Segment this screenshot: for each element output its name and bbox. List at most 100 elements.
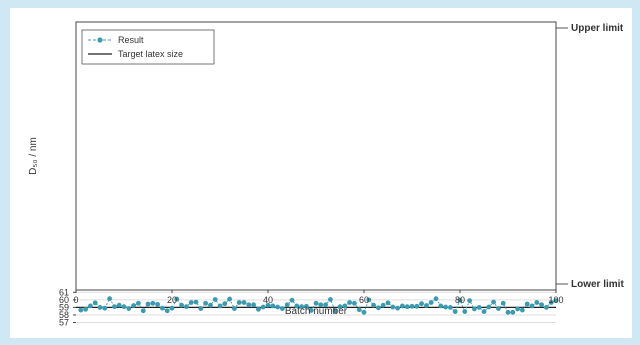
result-point — [481, 309, 487, 314]
legend-target-label: Target latex size — [118, 49, 183, 59]
result-point — [198, 306, 204, 311]
result-point — [260, 304, 266, 310]
result-point — [342, 303, 348, 309]
result-point — [323, 302, 328, 308]
result-point — [203, 300, 209, 306]
x-tick-label: 80 — [455, 295, 465, 305]
result-point — [284, 302, 290, 308]
y-tick-label: 61 — [59, 287, 69, 297]
result-point — [553, 298, 559, 303]
result-point — [280, 306, 285, 311]
upper-limit-label: Upper limit — [571, 23, 624, 34]
result-point — [534, 300, 540, 305]
result-point — [352, 300, 357, 306]
x-tick-label: 60 — [359, 295, 369, 305]
result-point — [376, 305, 381, 311]
result-point — [131, 303, 137, 308]
y-axis-title: D₅₀ / nm — [28, 137, 39, 175]
result-point — [544, 305, 549, 310]
result-point — [227, 296, 233, 302]
result-point — [313, 300, 319, 306]
result-point — [145, 301, 151, 307]
result-point — [361, 309, 367, 315]
result-point — [366, 297, 372, 303]
x-axis-title: Batch number — [285, 306, 348, 317]
result-point — [443, 304, 448, 310]
result-point — [524, 301, 530, 307]
result-point — [246, 302, 252, 308]
result-point — [548, 300, 554, 305]
result-point — [150, 300, 156, 306]
result-point — [304, 303, 309, 309]
result-point — [294, 303, 300, 309]
result-point — [241, 300, 247, 305]
legend-result-label: Result — [118, 35, 144, 45]
result-point — [212, 297, 218, 302]
result-point — [539, 302, 544, 308]
result-point — [174, 296, 180, 302]
result-point — [419, 301, 424, 307]
result-point — [328, 297, 333, 302]
result-point — [452, 309, 458, 314]
result-point — [400, 303, 405, 309]
result-point — [78, 307, 84, 313]
result-point — [275, 304, 280, 310]
result-point — [121, 304, 127, 310]
result-point — [510, 309, 516, 315]
result-point — [222, 301, 228, 307]
result-point — [476, 305, 482, 310]
y-tick-label: 60 — [59, 295, 69, 305]
result-point — [164, 308, 170, 314]
result-point — [232, 306, 237, 311]
result-point — [289, 297, 295, 303]
result-point — [462, 309, 468, 314]
result-point — [505, 309, 511, 315]
result-point — [520, 307, 525, 313]
result-point — [236, 300, 242, 305]
legend-box — [81, 29, 215, 65]
x-tick-label: 40 — [263, 295, 273, 305]
result-point — [155, 301, 161, 307]
lower-limit-label: Lower limit — [571, 279, 624, 290]
legend-result-swatch-marker — [97, 37, 103, 43]
result-point — [472, 306, 477, 312]
result-point — [208, 302, 213, 308]
result-point — [337, 304, 343, 310]
result-point — [424, 303, 429, 308]
result-point — [347, 300, 352, 305]
plot-frame — [75, 21, 557, 291]
result-point — [217, 303, 223, 309]
result-point — [188, 300, 194, 305]
result-point — [193, 299, 199, 305]
result-point — [390, 304, 396, 310]
result-point — [457, 297, 463, 303]
result-point — [112, 304, 117, 310]
result-point — [92, 300, 98, 306]
result-point — [491, 299, 496, 305]
result-point — [140, 308, 146, 314]
limit-lines — [556, 27, 568, 285]
result-point — [126, 306, 132, 311]
result-point — [88, 303, 93, 309]
legend: Result Target latex size — [81, 29, 215, 65]
result-point — [409, 303, 415, 309]
result-point — [515, 306, 520, 312]
plot-area — [76, 22, 556, 290]
result-point — [318, 302, 324, 308]
result-point — [496, 306, 501, 311]
y-tick-label: 57 — [59, 318, 69, 328]
result-point — [179, 302, 185, 308]
result-point — [448, 305, 453, 310]
result-point — [356, 307, 362, 313]
result-point — [529, 303, 535, 309]
result-point — [299, 304, 304, 310]
result-point — [486, 304, 492, 310]
x-tick-label: 20 — [167, 295, 177, 305]
result-point — [467, 298, 472, 303]
result-point — [270, 303, 276, 309]
result-point — [332, 308, 338, 314]
result-point — [107, 296, 112, 302]
